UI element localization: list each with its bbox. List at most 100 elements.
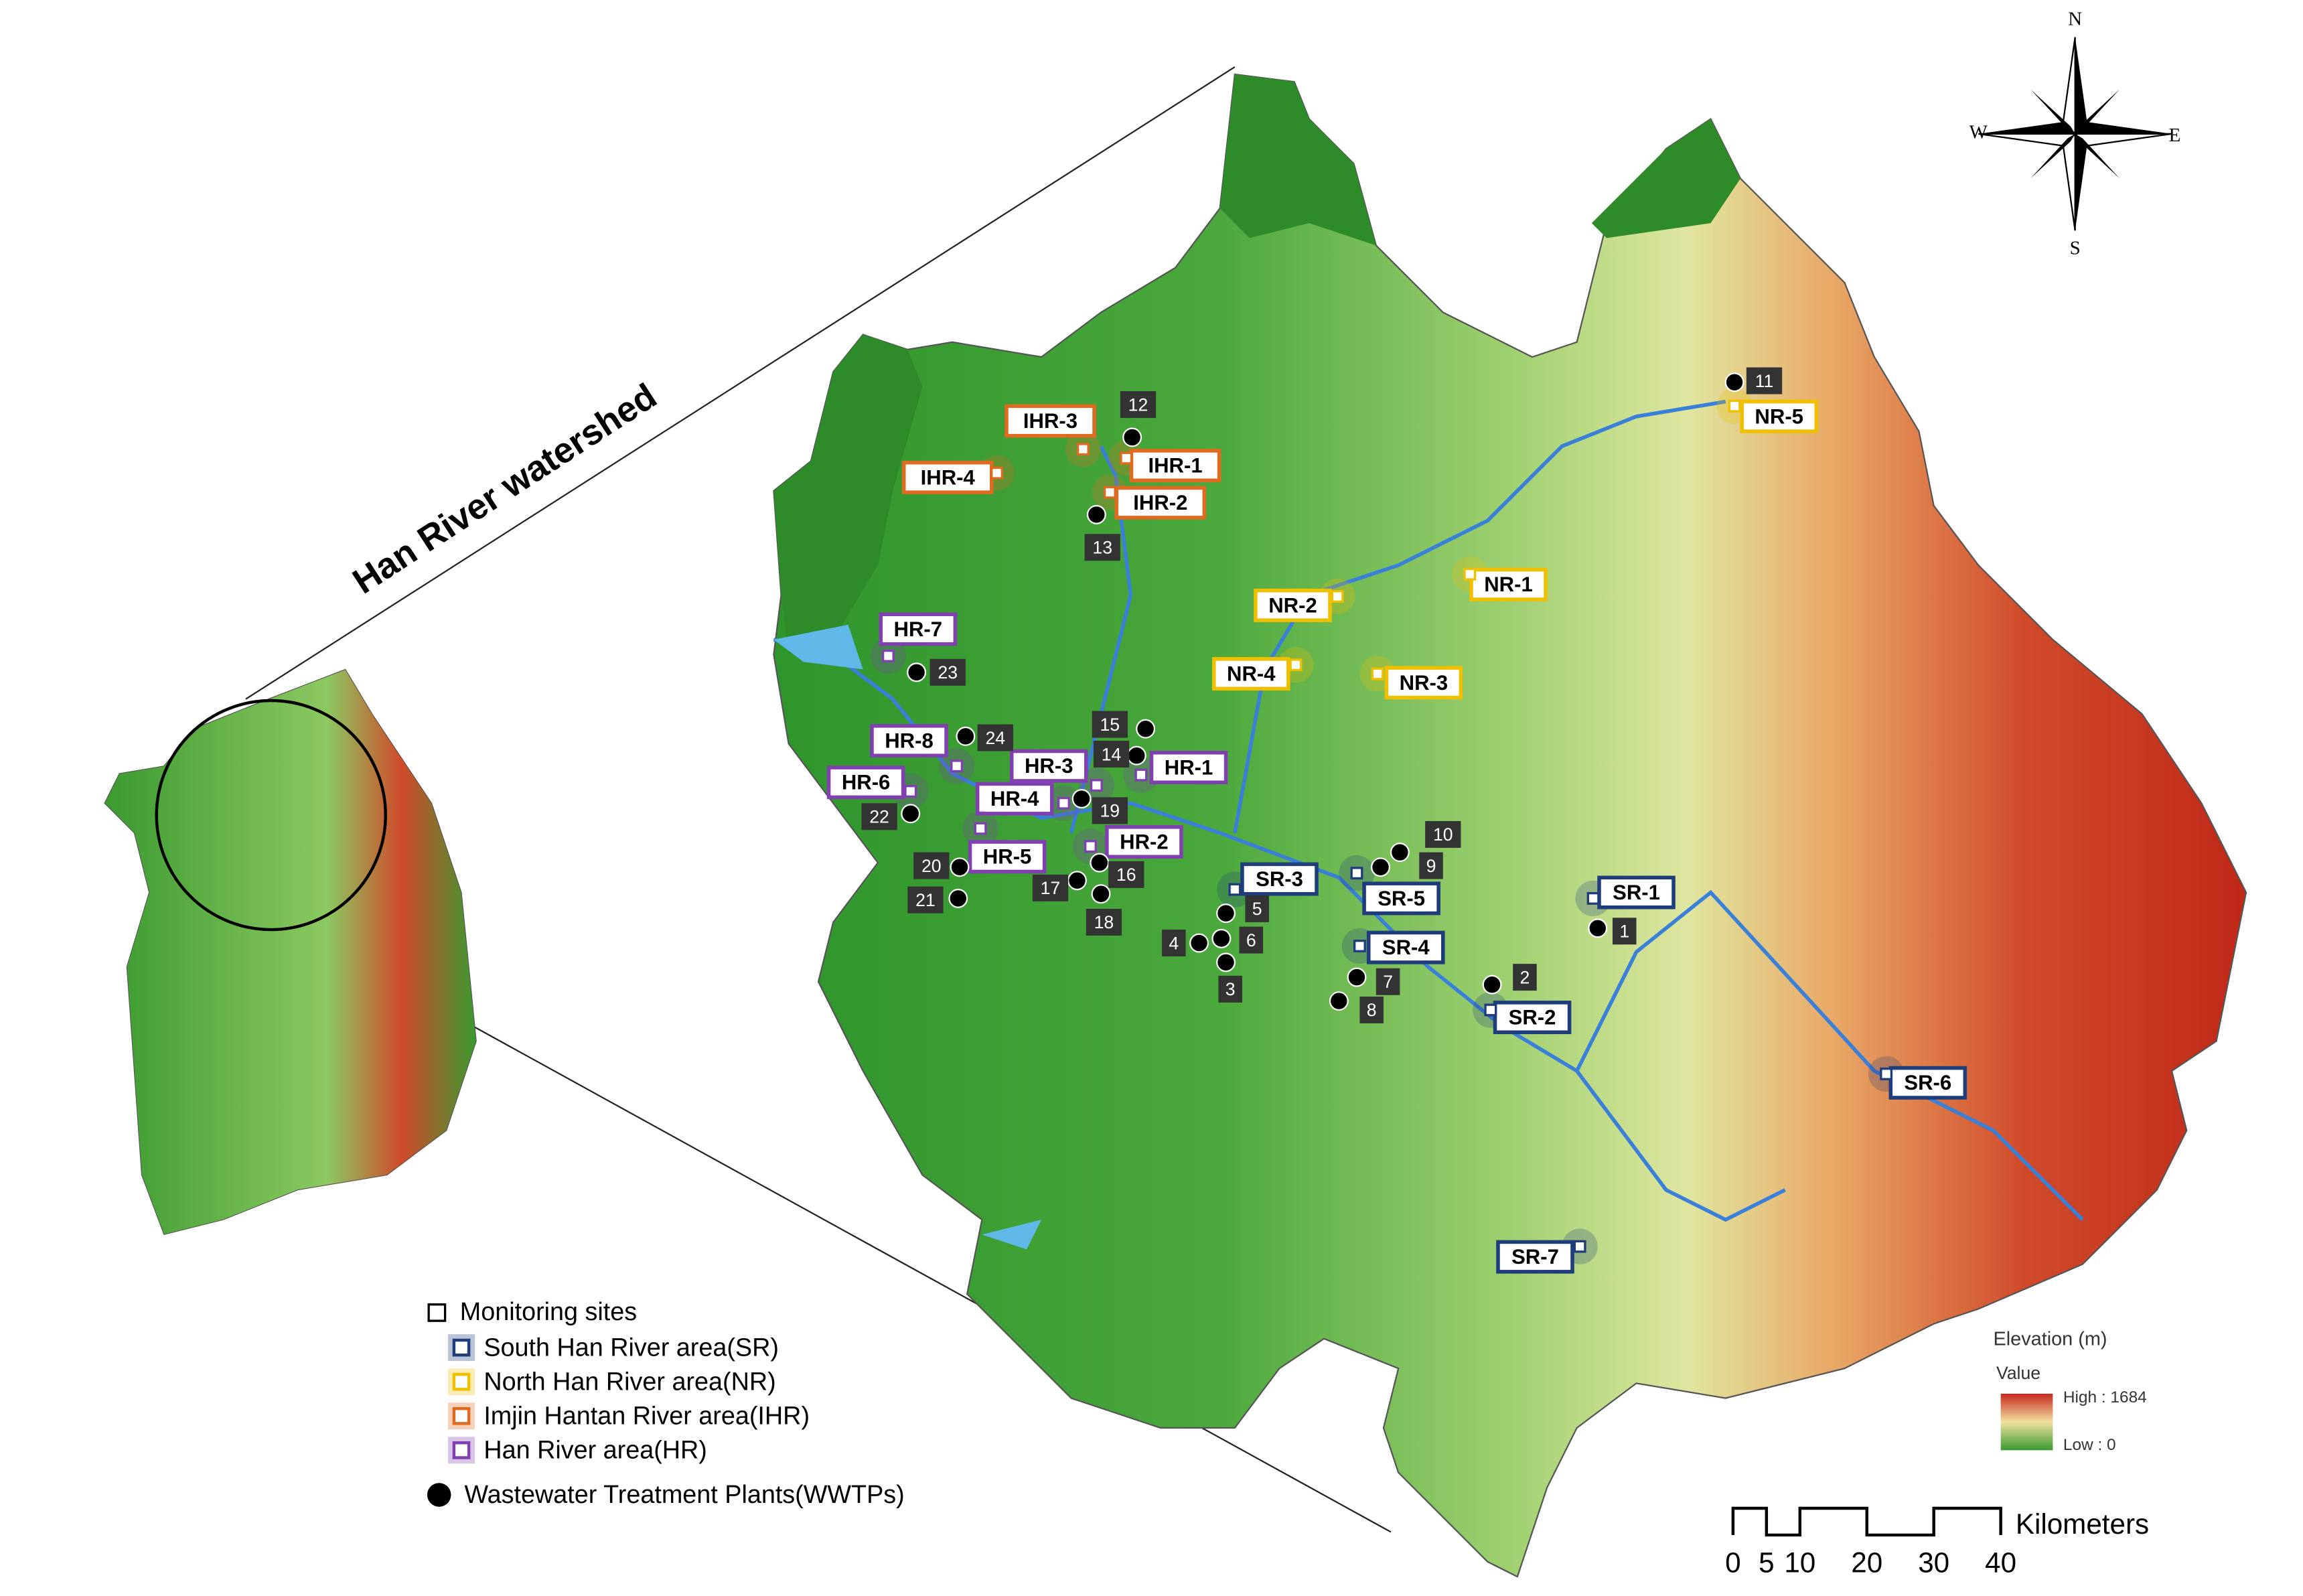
site-marker (1057, 796, 1070, 810)
dark-green-area (773, 74, 1740, 655)
wwtp-label: 7 (1383, 972, 1393, 992)
wwtp-label: 6 (1246, 930, 1256, 950)
wwtp-marker (950, 857, 970, 877)
site-label-box (1240, 862, 1319, 896)
wwtp-marker (948, 888, 968, 908)
elevation-value: Value (1996, 1363, 2040, 1383)
wwtp-marker (1090, 853, 1110, 873)
site-label-box (826, 766, 905, 800)
site-marker (881, 649, 895, 662)
wwtp-marker (1347, 967, 1367, 987)
scale-tick-label: 0 (1725, 1547, 1740, 1579)
wwtp-label: 14 (1102, 744, 1122, 764)
site-marker (1484, 1003, 1497, 1017)
site-marker (1350, 867, 1363, 880)
site-label-box (1362, 881, 1440, 916)
wwtp-label-box (1239, 926, 1264, 954)
site-label-box (1740, 399, 1819, 433)
legend-swatch (452, 1338, 471, 1357)
wwtp-label: 24 (985, 728, 1005, 748)
wwtp-marker (1211, 928, 1232, 948)
site-label: SR-7 (1511, 1245, 1559, 1268)
scale-tick-label: 5 (1759, 1547, 1774, 1579)
wwtp-marker (1189, 933, 1209, 953)
site-label: IHR-1 (1148, 454, 1202, 478)
wwtp-label: 16 (1116, 865, 1136, 885)
legend-wwtp: Wastewater Treatment Plants(WWTPs) (464, 1480, 904, 1508)
site-label: HR-4 (990, 787, 1039, 810)
compass-letter: W (1970, 122, 1988, 143)
wwtp-label: 3 (1225, 979, 1236, 999)
site-label-box (1149, 750, 1228, 784)
elevation-high: High : 1684 (2063, 1388, 2147, 1406)
compass (1978, 37, 2172, 231)
scale-tick-label: 30 (1918, 1547, 1949, 1579)
site-label: SR-1 (1613, 881, 1660, 904)
site-marker (904, 785, 917, 798)
site-label-box (1493, 1001, 1572, 1035)
wwtp-label: 11 (1755, 371, 1774, 391)
site-marker (1134, 768, 1148, 782)
wwtp-marker (1122, 427, 1142, 447)
site-label-box (1597, 875, 1676, 910)
site-label: HR-2 (1120, 830, 1169, 853)
site-label: HR-3 (1025, 754, 1073, 778)
map-title: Han River watershed (346, 376, 664, 602)
scale-tick-label: 40 (1985, 1547, 2016, 1579)
compass-letter: N (2068, 9, 2082, 30)
wwtp-label-box (1245, 895, 1269, 922)
site-marker (1090, 779, 1103, 792)
legend-swatch (452, 1372, 471, 1391)
wwtp-marker (1371, 857, 1390, 877)
wwtp-label-box (977, 724, 1013, 751)
site-label-box (1254, 588, 1332, 622)
site-marker (1573, 1240, 1586, 1253)
wwtp-marker (956, 726, 976, 746)
zoom-line (245, 66, 1236, 700)
rivers (773, 399, 2084, 1222)
site-label: NR-5 (1755, 405, 1803, 428)
scale-unit: Kilometers (2016, 1508, 2149, 1540)
legend-title: Monitoring sites (460, 1297, 637, 1325)
site-label: SR-3 (1256, 867, 1303, 891)
wwtp-marker (1071, 789, 1092, 809)
wwtp-marker (1724, 372, 1744, 392)
wwtp-label-box (1093, 740, 1130, 768)
site-label-box (968, 840, 1047, 874)
wwtp-marker (1329, 991, 1349, 1011)
elevation-title: Elevation (m) (1994, 1329, 2107, 1350)
wwtp-label: 13 (1092, 538, 1112, 558)
wwtp-label: 9 (1426, 856, 1436, 876)
wwtp-label: 18 (1094, 912, 1114, 932)
elevation-low: Low : 0 (2063, 1436, 2116, 1454)
wwtp-marker (1091, 884, 1111, 904)
wwtp-label-box (1084, 534, 1120, 561)
wwtp-label: 2 (1520, 967, 1530, 987)
site-marker (1371, 667, 1384, 680)
site-label-box (1114, 486, 1207, 520)
site-label-box (1009, 749, 1088, 783)
wwtp-marker (901, 804, 921, 824)
site-label: HR-1 (1165, 755, 1213, 779)
zoom-line (297, 929, 1392, 1533)
legend-item: North Han River area(NR) (484, 1367, 775, 1395)
site-label: NR-1 (1484, 573, 1533, 596)
site-marker (1586, 891, 1600, 905)
site-marker (1076, 443, 1090, 456)
wwtp-label-box (1032, 874, 1069, 901)
wwtp-marker (1086, 504, 1106, 524)
wwtp-label: 4 (1169, 933, 1179, 953)
site-label: HR-8 (885, 729, 934, 752)
legend-item: Imjin Hantan River area(IHR) (484, 1401, 810, 1429)
site-label-box (1366, 930, 1445, 964)
wwtp-label: 8 (1367, 1000, 1377, 1020)
site-label-box (1496, 1240, 1574, 1274)
wwtp-label-box (907, 886, 944, 914)
wwtp-label: 5 (1252, 899, 1262, 919)
wwtp-marker (1390, 843, 1410, 862)
wwtp-label-box (1120, 391, 1157, 419)
site-label: NR-4 (1227, 662, 1276, 685)
site-marker (1353, 940, 1366, 952)
site-marker (974, 822, 987, 835)
